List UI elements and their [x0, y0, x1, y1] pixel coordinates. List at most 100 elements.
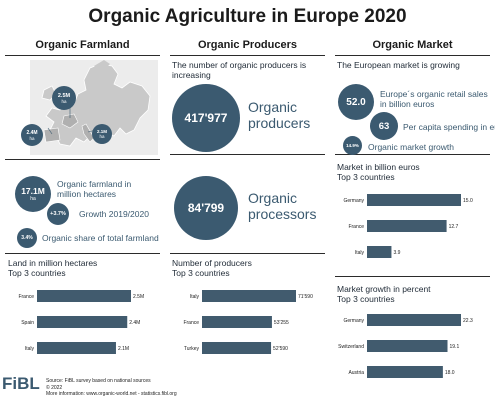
- section-divider: [170, 253, 325, 254]
- chart-bar: [202, 342, 272, 354]
- chart-subtitle-growth: Top 3 countries: [337, 294, 395, 304]
- chart-value-label: 18.0: [445, 370, 455, 376]
- chart-value-label: 2.4M: [129, 320, 140, 326]
- farmland-total-label: Organic farmland in million hectares: [57, 179, 132, 199]
- section-divider: [335, 55, 490, 56]
- map-marker-value: 2.4M: [26, 129, 38, 136]
- farmland-share-badge: 3.4%: [17, 228, 37, 248]
- chart-value-label: 12.7: [449, 224, 459, 230]
- section-divider: [335, 276, 490, 277]
- map-marker-value: 2.1M: [96, 129, 107, 134]
- chart-bar: [37, 316, 128, 328]
- map-marker-spain: 2.4M ha: [21, 124, 43, 146]
- chart-category-label: Austria: [348, 370, 364, 376]
- producers-count-badge: 417'977: [172, 84, 240, 152]
- map-france: [61, 113, 79, 129]
- map-italy: [81, 123, 95, 143]
- market-per-capita-badge: 63: [370, 112, 398, 140]
- map-marker-unit: ha: [29, 135, 35, 141]
- chart-bar: [367, 314, 461, 326]
- chart-category-label: Switzerland: [338, 344, 364, 350]
- processors-count-badge: 84'799: [174, 176, 238, 240]
- chart-bar: [37, 342, 116, 354]
- section-divider: [170, 55, 325, 56]
- chart-category-label: France: [183, 320, 199, 326]
- page-title: Organic Agriculture in Europe 2020: [88, 6, 407, 27]
- chart-title-sales: Market in billion euros: [337, 162, 420, 172]
- market-sales-badge: 52.0: [338, 84, 374, 120]
- chart-growth-top3: Germany 22.3 Switzerland 19.1 Austria 18.0: [338, 314, 473, 378]
- farmland-growth-label: Growth 2019/2020: [79, 209, 149, 219]
- chart-title-land: Land in million hectares: [8, 258, 98, 268]
- chart-land-top3: France 2.5M Spain 2.4M Italy 2.1M: [18, 290, 144, 354]
- chart-value-label: 52'590: [273, 346, 288, 352]
- section-divider: [170, 154, 325, 155]
- fibl-logo: FiBL: [2, 374, 40, 393]
- chart-bar: [367, 340, 448, 352]
- badge-value: 63: [378, 120, 390, 132]
- chart-value-label: 22.3: [463, 318, 473, 324]
- chart-category-label: Italy: [25, 346, 35, 352]
- map-marker-unit: ha: [99, 134, 105, 139]
- chart-category-label: Italy: [190, 294, 200, 300]
- badge-value: 417'977: [184, 111, 228, 125]
- chart-value-label: 2.1M: [118, 346, 129, 352]
- market-growth-label: Organic market growth: [368, 142, 454, 152]
- footer-more-info: More information: www.organic-world.net …: [46, 391, 177, 397]
- producers-count-label: Organic producers: [248, 99, 311, 131]
- farmland-total-badge: 17.1M ha: [15, 176, 51, 212]
- market-intro: The European market is growing: [337, 60, 460, 70]
- column-header-market: Organic Market: [372, 39, 453, 51]
- footer-copyright: © 2022: [46, 384, 63, 391]
- badge-value: 14.9%: [346, 143, 359, 148]
- section-divider: [335, 154, 490, 155]
- chart-value-label: 53'255: [274, 320, 289, 326]
- farmland-share-label: Organic share of total farmland: [42, 233, 159, 243]
- chart-bar: [367, 220, 447, 232]
- badge-value: 3.4%: [21, 235, 33, 241]
- chart-value-label: 71'590: [298, 294, 313, 300]
- chart-producers-top3: Italy 71'590 France 53'255 Turkey 52'590: [183, 290, 313, 354]
- chart-subtitle-sales: Top 3 countries: [337, 172, 395, 182]
- chart-title-producers: Number of producers: [172, 258, 252, 268]
- badge-unit: ha: [30, 196, 36, 202]
- market-growth-badge: 14.9%: [343, 136, 362, 155]
- chart-category-label: Germany: [343, 198, 364, 204]
- map-spain: [43, 127, 61, 143]
- processors-count-label: Organic processors: [248, 190, 317, 222]
- column-header-farmland: Organic Farmland: [35, 39, 130, 51]
- chart-subtitle-producers: Top 3 countries: [172, 268, 230, 278]
- map-pointer: [47, 127, 53, 135]
- chart-bar: [202, 316, 272, 328]
- market-sales-label: Europe´s organic retail sales in billion…: [380, 89, 488, 109]
- chart-title-growth: Market growth in percent: [337, 284, 431, 294]
- footer-source-line: Source: FiBL survey based on national so…: [46, 378, 151, 384]
- chart-category-label: Turkey: [184, 346, 200, 352]
- chart-value-label: 19.1: [450, 344, 460, 350]
- chart-subtitle-land: Top 3 countries: [8, 268, 66, 278]
- chart-bar: [367, 194, 461, 206]
- badge-value: 52.0: [346, 96, 366, 108]
- map-marker-unit: ha: [61, 98, 67, 104]
- chart-category-label: France: [18, 294, 34, 300]
- chart-sales-top3: Germany 15.0 France 12.7 Italy 3.9: [343, 194, 473, 258]
- chart-bar: [202, 290, 296, 302]
- chart-category-label: France: [348, 224, 364, 230]
- badge-value: 17.1M: [21, 186, 45, 196]
- section-divider: [5, 55, 160, 56]
- chart-category-label: Spain: [21, 320, 34, 326]
- section-divider: [5, 253, 160, 254]
- footer-source: Source: FiBL survey based on national so…: [46, 378, 177, 398]
- map-marker-italy: 2.1M ha: [92, 124, 112, 144]
- chart-bar: [367, 366, 443, 378]
- chart-category-label: Italy: [355, 250, 365, 256]
- chart-value-label: 15.0: [463, 198, 473, 204]
- map-marker-france: 2.5M ha: [52, 86, 76, 110]
- market-per-capita-label: Per capita spending in euros: [403, 122, 495, 132]
- map-scandinavia: [94, 60, 110, 72]
- chart-bar: [37, 290, 131, 302]
- chart-value-label: 3.9: [393, 250, 400, 256]
- column-header-producers: Organic Producers: [197, 39, 298, 51]
- badge-value: 84'799: [187, 201, 225, 215]
- map-marker-value: 2.5M: [57, 92, 71, 99]
